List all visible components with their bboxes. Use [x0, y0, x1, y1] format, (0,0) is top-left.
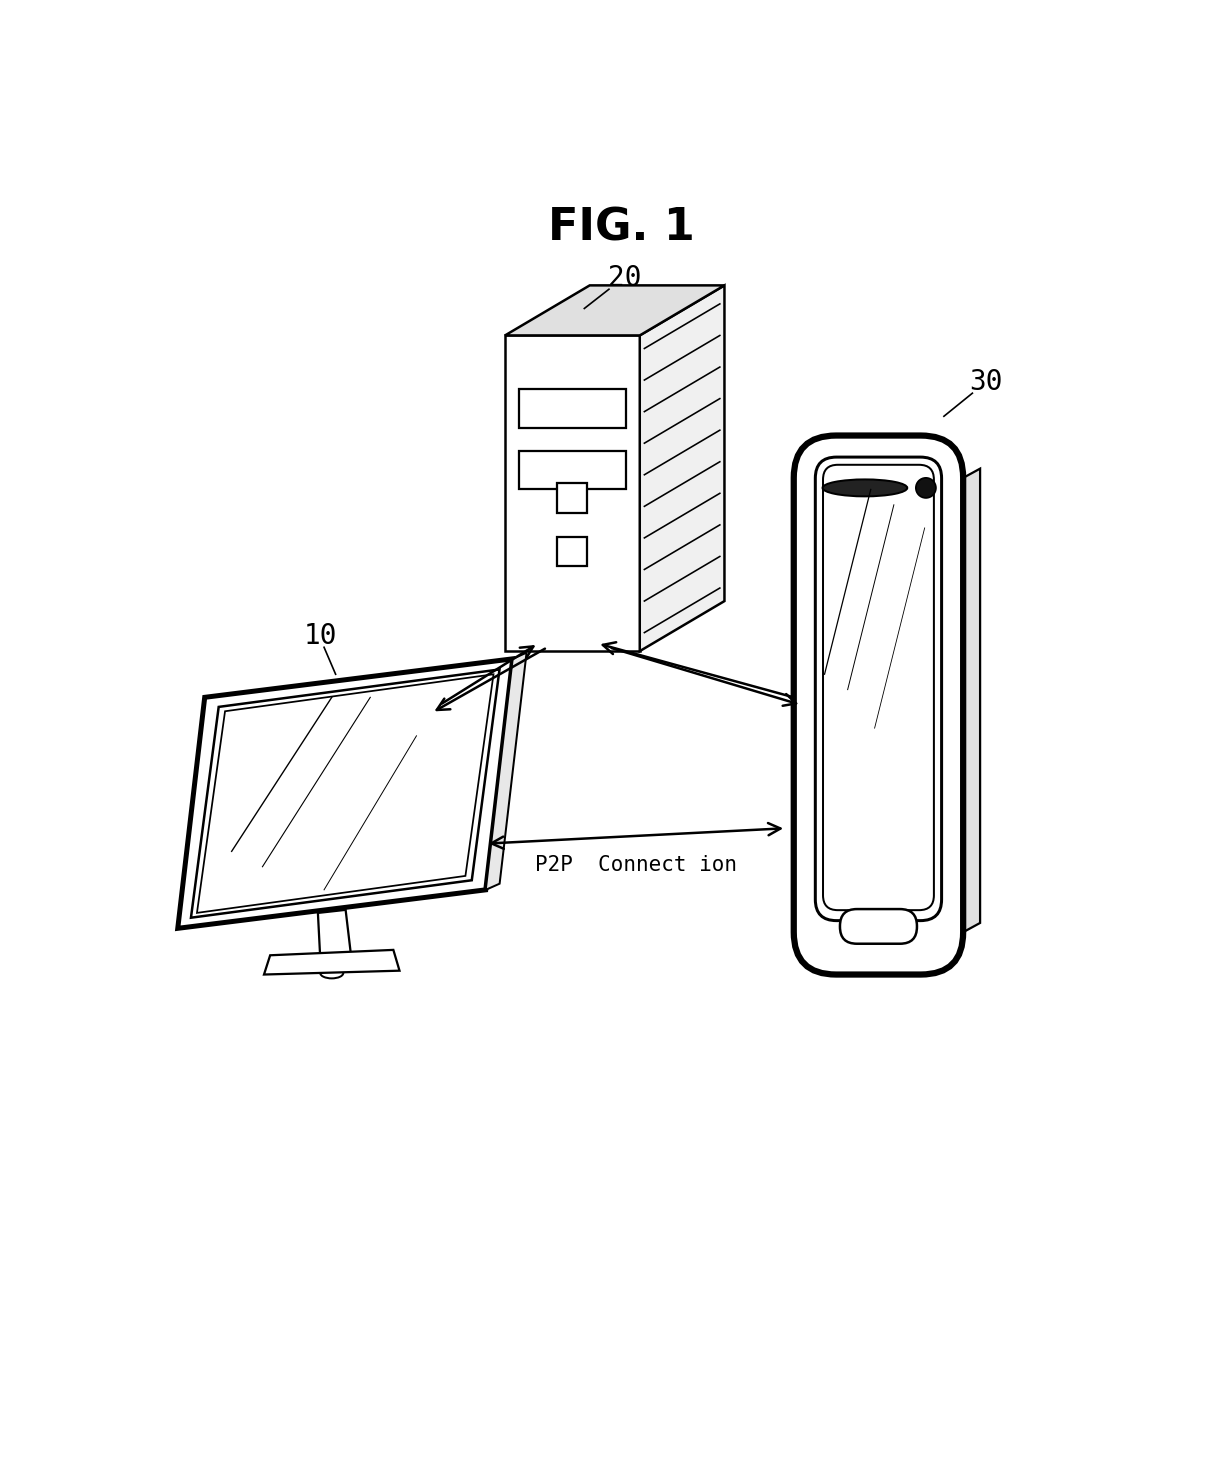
- Text: P2P  Connect ion: P2P Connect ion: [535, 855, 738, 876]
- Polygon shape: [963, 468, 980, 932]
- FancyBboxPatch shape: [815, 458, 941, 921]
- Polygon shape: [485, 653, 526, 890]
- Text: 10: 10: [303, 622, 337, 650]
- FancyBboxPatch shape: [839, 910, 917, 943]
- Text: 20: 20: [608, 264, 642, 292]
- Ellipse shape: [320, 968, 343, 978]
- Ellipse shape: [916, 478, 936, 497]
- Polygon shape: [318, 910, 351, 958]
- Polygon shape: [836, 965, 938, 974]
- Ellipse shape: [822, 480, 907, 496]
- FancyBboxPatch shape: [793, 436, 963, 974]
- Polygon shape: [505, 286, 724, 336]
- Polygon shape: [190, 669, 500, 918]
- Polygon shape: [519, 389, 626, 428]
- Polygon shape: [557, 483, 587, 512]
- Polygon shape: [264, 951, 399, 974]
- Polygon shape: [178, 659, 513, 929]
- Text: FIG. 1: FIG. 1: [548, 207, 695, 249]
- Polygon shape: [519, 450, 626, 490]
- Polygon shape: [639, 286, 724, 651]
- Polygon shape: [505, 336, 639, 651]
- Polygon shape: [557, 537, 587, 566]
- Text: 30: 30: [969, 368, 1003, 396]
- FancyBboxPatch shape: [822, 465, 934, 910]
- Polygon shape: [197, 675, 494, 912]
